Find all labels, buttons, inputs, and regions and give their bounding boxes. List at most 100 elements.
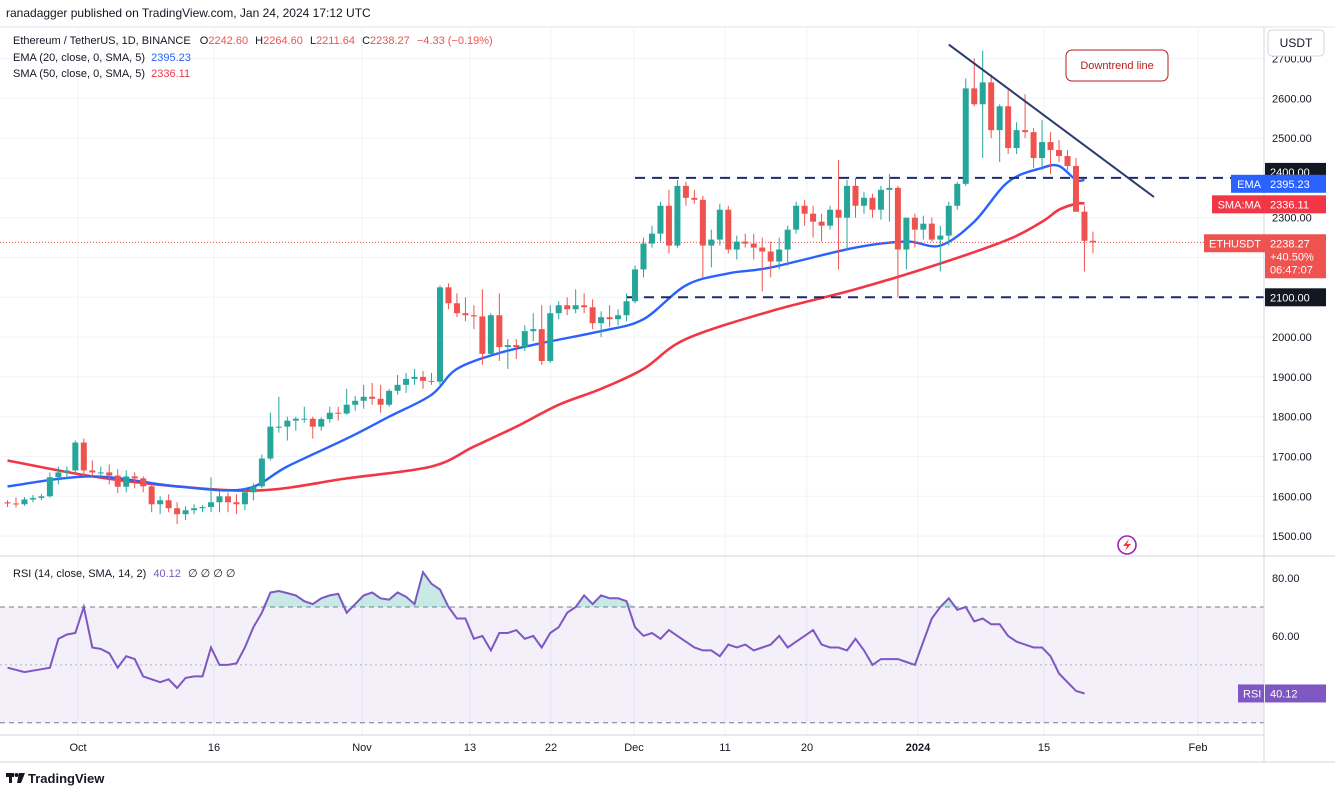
candle bbox=[623, 293, 630, 322]
candle-body bbox=[174, 508, 181, 515]
candle bbox=[530, 313, 537, 342]
candle bbox=[877, 185, 884, 220]
candle bbox=[394, 374, 401, 395]
sma-tag[interactable]: SMA:MA 2336.11 bbox=[1212, 195, 1326, 214]
candle bbox=[691, 189, 698, 204]
candle bbox=[21, 497, 28, 506]
candle bbox=[131, 472, 138, 489]
legend-sma-label[interactable]: SMA (50, close, 0, SMA, 5) bbox=[13, 68, 145, 80]
candle-body bbox=[97, 472, 104, 474]
rsi-axis[interactable]: 80.00 60.00 RSI 40.12 bbox=[1238, 573, 1326, 703]
candle-body bbox=[1089, 240, 1096, 243]
candle-body bbox=[538, 329, 545, 361]
candle bbox=[928, 217, 935, 242]
ema-tag-bg bbox=[1265, 174, 1326, 193]
legend-change: −4.33 (−0.19%) bbox=[417, 35, 493, 47]
downtrend-line[interactable] bbox=[948, 43, 1155, 198]
ema-tag[interactable]: EMA 2395.23 bbox=[1231, 174, 1326, 193]
candle bbox=[326, 406, 333, 423]
candle bbox=[165, 494, 172, 513]
candle-body bbox=[377, 398, 384, 405]
candle-body bbox=[903, 217, 910, 250]
candle bbox=[46, 472, 53, 498]
symbol-tag-text: 06:47:07 bbox=[1270, 264, 1313, 276]
candle-body bbox=[29, 497, 36, 500]
candle-body bbox=[725, 209, 732, 250]
candle-body bbox=[301, 418, 308, 420]
time-tick-label: Nov bbox=[352, 742, 372, 754]
candle bbox=[97, 466, 104, 478]
symbol-tag[interactable]: ETHUSDT 2238.27+40.50%06:47:07 bbox=[1204, 234, 1326, 279]
candle bbox=[106, 464, 113, 485]
legend-symbol[interactable]: Ethereum / TetherUS, 1D, BINANCE bbox=[13, 35, 191, 47]
candle bbox=[309, 416, 316, 439]
candle-body bbox=[945, 205, 952, 236]
candle-body bbox=[241, 492, 248, 505]
candle-body bbox=[1047, 142, 1054, 151]
candle bbox=[241, 488, 248, 511]
rsi-value-tag[interactable]: RSI 40.12 bbox=[1238, 684, 1326, 703]
time-axis[interactable]: Oct 16 Nov 13 22 Dec 11 20 2024 15 Feb bbox=[69, 742, 1207, 754]
rsi-legend-label[interactable]: RSI (14, close, SMA, 14, 2) bbox=[13, 568, 146, 580]
legend-h-label: H bbox=[255, 35, 263, 47]
candle-body bbox=[623, 301, 630, 316]
price-tick-label: 2600.00 bbox=[1272, 93, 1312, 105]
candle bbox=[157, 496, 164, 515]
candle bbox=[12, 497, 19, 508]
sma50-line bbox=[7, 201, 1085, 492]
annotation-callout[interactable]: Downtrend line bbox=[1065, 49, 1169, 82]
legend-ohlc: Ethereum / TetherUS, 1D, BINANCE O2242.6… bbox=[13, 35, 493, 47]
candle-body bbox=[657, 205, 664, 234]
rsi-tag-value: 40.12 bbox=[1270, 688, 1298, 700]
candle bbox=[733, 235, 740, 260]
candle-body bbox=[691, 197, 698, 200]
candle bbox=[123, 470, 130, 493]
rsi-line bbox=[7, 569, 1085, 695]
candle bbox=[55, 466, 62, 485]
candle bbox=[674, 179, 681, 248]
candle-body bbox=[55, 472, 62, 478]
candle-body bbox=[309, 418, 316, 427]
candle bbox=[632, 265, 639, 304]
candle bbox=[182, 506, 189, 521]
candle-body bbox=[716, 209, 723, 240]
symbol-tag-text: +40.50% bbox=[1270, 251, 1314, 263]
candle-body bbox=[564, 305, 571, 310]
price-axis[interactable]: 2700.002600.002500.002400.002300.002200.… bbox=[1204, 54, 1326, 544]
candle bbox=[292, 416, 299, 431]
legend-ema-label[interactable]: EMA (20, close, 0, SMA, 5) bbox=[13, 52, 145, 64]
candle-body bbox=[886, 187, 893, 190]
candle bbox=[708, 229, 715, 268]
candle bbox=[784, 225, 791, 266]
candle bbox=[725, 205, 732, 254]
candle bbox=[89, 460, 96, 478]
candle bbox=[216, 490, 223, 513]
candle bbox=[716, 203, 723, 246]
candle-body bbox=[648, 233, 655, 244]
candle-body bbox=[250, 486, 257, 493]
currency-button[interactable]: USDT bbox=[1267, 29, 1325, 57]
tradingview-logo[interactable]: TradingView bbox=[6, 771, 105, 786]
candle bbox=[369, 382, 376, 405]
ema-tag-text: 2395.23 bbox=[1270, 179, 1310, 191]
candle-body bbox=[988, 82, 995, 131]
candle-body bbox=[445, 287, 452, 304]
candle bbox=[1039, 120, 1046, 170]
candle bbox=[793, 201, 800, 234]
lightning-icon[interactable] bbox=[1117, 535, 1137, 555]
ema-tag-label: EMA bbox=[1237, 179, 1262, 191]
candle bbox=[148, 484, 155, 513]
level-low-tag[interactable]: 2100.00 bbox=[1265, 288, 1326, 307]
legend-open: 2242.60 bbox=[208, 35, 248, 47]
candle bbox=[1047, 132, 1054, 174]
candle-body bbox=[157, 500, 164, 505]
candle bbox=[335, 406, 342, 421]
published-header: ranadagger published on TradingView.com,… bbox=[6, 6, 371, 20]
candle bbox=[258, 454, 265, 489]
candle bbox=[640, 237, 647, 278]
candle-body bbox=[996, 106, 1003, 131]
candle-body bbox=[894, 187, 901, 250]
candle bbox=[937, 225, 944, 272]
price-tick-label: 1500.00 bbox=[1272, 531, 1312, 543]
